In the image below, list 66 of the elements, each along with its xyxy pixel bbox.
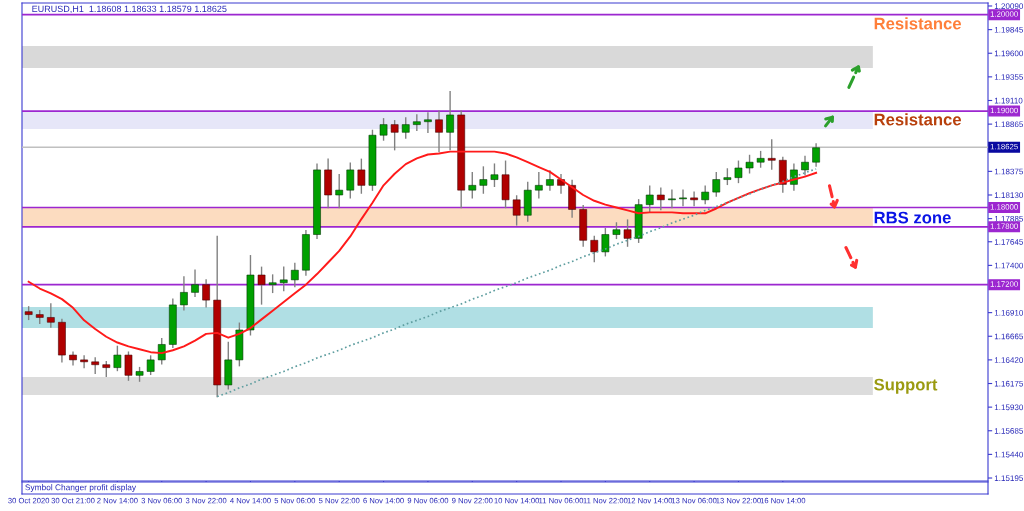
y-tick-label: 1.16910 (994, 309, 1024, 316)
candlestick (601, 228, 610, 257)
y-tick-label: 1.19355 (994, 74, 1024, 80)
y-tick-label: 1.15195 (994, 475, 1024, 482)
candlestick (401, 117, 410, 139)
candlestick (535, 172, 543, 199)
y-tick-label: 1.17885 (994, 215, 1024, 222)
y-tick-label: 1.20090 (994, 3, 1024, 9)
candlestick (80, 355, 88, 369)
y-tick-label: 1.18375 (994, 168, 1024, 175)
candlestick (390, 120, 399, 151)
y-tick-label: 1.18130 (994, 192, 1024, 198)
text: Resistance (874, 113, 962, 126)
candlestick (712, 172, 721, 197)
candlestick (512, 195, 521, 226)
candlestick (202, 279, 210, 308)
y-tick-label: 1.16665 (994, 333, 1024, 340)
chart-title: EURUSD,H1 1.18608 1.18633 1.18579 1.18625 (32, 5, 227, 14)
candlestick (623, 219, 632, 247)
candlestick (180, 276, 188, 311)
candlestick (812, 143, 820, 167)
candlestick (113, 345, 122, 372)
candlestick (124, 351, 133, 381)
y-tick-label: 1.19845 (994, 26, 1024, 33)
candlestick (468, 172, 477, 199)
candlestick (291, 262, 299, 288)
candlestick (346, 162, 355, 199)
candlestick (446, 91, 454, 151)
candlestick (146, 355, 155, 376)
y-tick-label: 1.16175 (994, 380, 1024, 387)
candlestick (424, 112, 432, 134)
candlestick (191, 269, 199, 297)
candlestick (435, 110, 443, 153)
candlestick (279, 266, 288, 292)
y-tick-label: 1.19110 (994, 97, 1023, 104)
candlestick (767, 139, 776, 170)
candlestick (668, 189, 676, 209)
candlestick (257, 266, 266, 305)
text: Resistance (874, 17, 962, 30)
candlestick (47, 303, 55, 328)
y-tick-label: 1.15930 (994, 404, 1024, 411)
candlestick (645, 185, 654, 213)
candlestick (734, 160, 743, 184)
y-tick-label: 1.19600 (994, 50, 1024, 57)
y-tick-label: 1.15685 (994, 428, 1024, 434)
text: Symbol Changer profit display (25, 484, 137, 492)
text: RBS zone (874, 211, 951, 224)
candlestick (379, 118, 388, 141)
candlestick (335, 174, 344, 209)
candlestick (679, 189, 687, 207)
candlestick (413, 114, 421, 132)
candlestick (157, 337, 166, 365)
candlestick (657, 187, 665, 211)
candlestick (479, 166, 488, 194)
y-tick-label: 1.17645 (994, 239, 1024, 245)
candlestick (546, 170, 554, 191)
candlestick (690, 191, 698, 207)
y-tick-label: 1.18865 (994, 121, 1024, 128)
candlestick (357, 158, 366, 194)
y-tick-label: 1.15440 (994, 451, 1024, 458)
candlestick (490, 163, 499, 188)
y-tick-label: 1.17400 (994, 262, 1024, 269)
candlestick (801, 155, 809, 176)
y-tick-label: 1.16420 (994, 357, 1024, 363)
text: Support (874, 378, 938, 394)
candlestick (590, 235, 599, 263)
